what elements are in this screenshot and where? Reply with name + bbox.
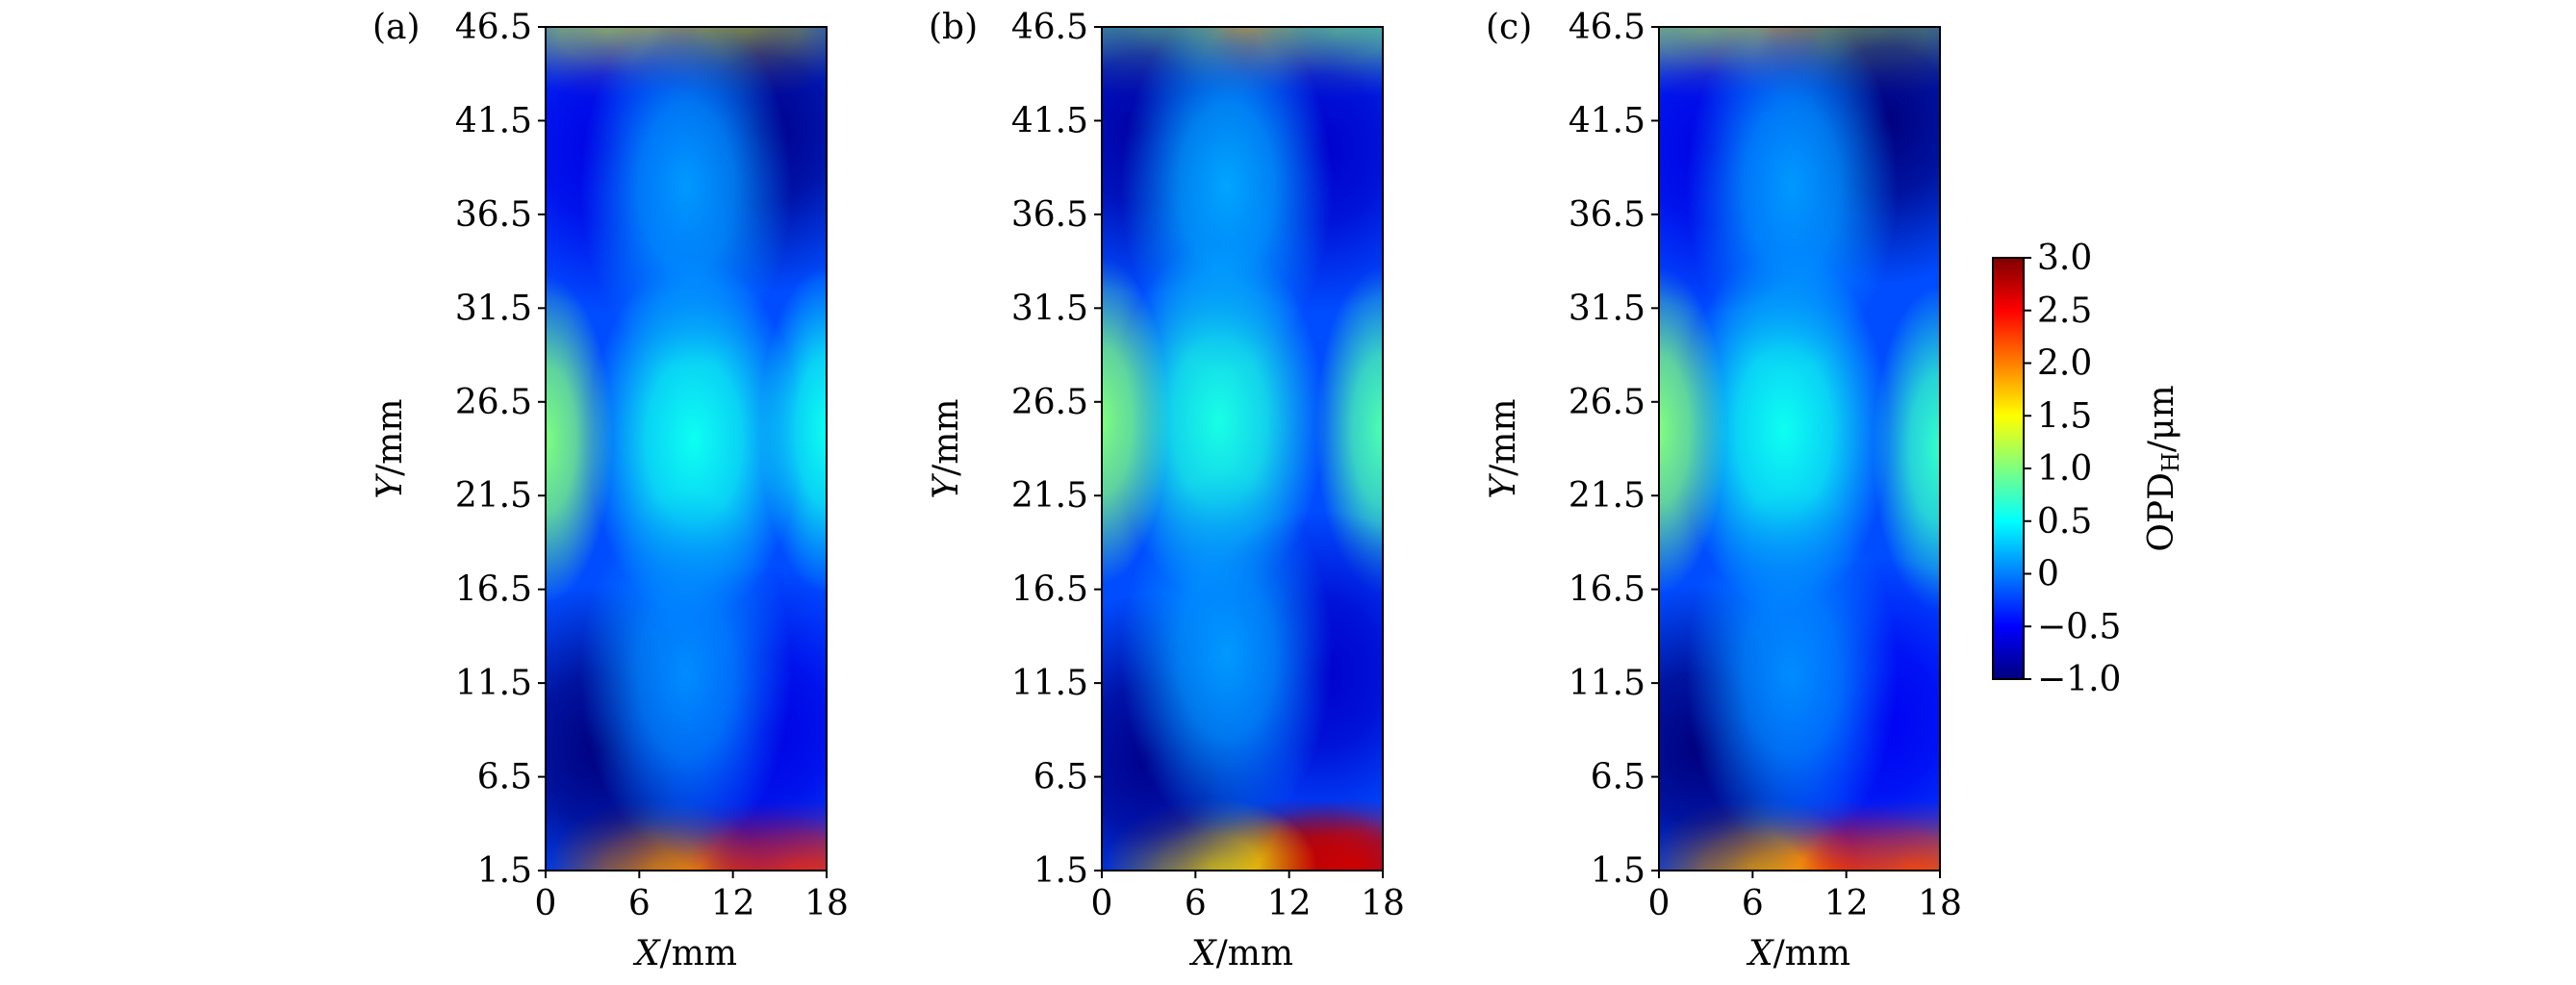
heatmap-feature (759, 266, 827, 594)
axes-frame (1658, 26, 1941, 871)
x-tick-label: 12 (1267, 884, 1312, 923)
heatmap-feature (1120, 27, 1333, 369)
heatmap-feature (1873, 285, 1940, 613)
y-tick-label: 41.5 (1569, 101, 1645, 140)
colorbar-tick-label: 1.0 (2037, 449, 2092, 489)
y-tick-label: 26.5 (1011, 383, 1088, 422)
heatmap-feature (580, 27, 792, 369)
colorbar: 3.0 2.5 2.0 1.5 1.0 0.5 0 −0.5 −1.0 OPDH/μm (1992, 239, 2184, 699)
colorbar-tick-label: 2.5 (2037, 291, 2092, 331)
y-tick-label: 41.5 (1011, 101, 1088, 140)
panel-label: (a) (372, 8, 421, 47)
y-tick-label: 11.5 (455, 664, 532, 703)
y-tick-label: 21.5 (455, 476, 532, 516)
heatmap-feature (1685, 491, 1898, 857)
panel-c: 1.5 6.5 11.5 16.5 21.5 26.5 31.5 36.5 41.5 46.5 0 6… (1484, 8, 1962, 973)
y-tick-label: 31.5 (1011, 289, 1088, 328)
colorbar-tick-label: 1.5 (2037, 396, 2092, 436)
x-axis-label: X/mm (632, 934, 737, 973)
x-tick-label: 0 (535, 884, 557, 923)
x-tick-label: 6 (1742, 884, 1764, 923)
y-tick-label: 6.5 (1591, 758, 1645, 797)
panels: 1.5 6.5 11.5 16.5 21.5 26.5 31.5 36.5 41.5 46.5 0 6… (370, 8, 1962, 973)
heatmap-feature (546, 275, 613, 603)
y-tick-label: 36.5 (1011, 195, 1088, 235)
x-tick-label: 18 (804, 884, 849, 923)
y-tick-label: 16.5 (1569, 570, 1645, 610)
y-tick-label: 41.5 (455, 101, 532, 140)
heatmap-field (1102, 27, 1383, 871)
y-axis-label: Y/mm (1484, 398, 1523, 498)
y-tick-label: 46.5 (1569, 8, 1645, 47)
heatmap-field (546, 27, 827, 871)
colorbar-tick-label: 2.0 (2037, 344, 2092, 384)
x-tick-label: 18 (1361, 884, 1405, 923)
heatmap-feature (1120, 471, 1333, 838)
heatmap-feature (580, 491, 792, 857)
y-tick-label: 6.5 (1033, 758, 1088, 797)
y-axis-label: Y/mm (370, 398, 410, 498)
colorbar-tick-label: 0.5 (2037, 502, 2092, 542)
colorbar-tick-label: −1.0 (2037, 660, 2121, 699)
y-tick-label: 11.5 (1569, 664, 1645, 703)
x-tick-label: 0 (1648, 884, 1671, 923)
x-tick-label: 6 (628, 884, 650, 923)
x-axis-label: X/mm (1746, 934, 1850, 973)
y-tick-label: 1.5 (1033, 851, 1088, 891)
y-tick-label: 36.5 (1569, 195, 1645, 235)
x-tick-label: 6 (1185, 884, 1207, 923)
colorbar-tick-label: 3.0 (2037, 239, 2092, 278)
y-tick-label: 21.5 (1011, 476, 1088, 516)
y-tick-label: 26.5 (1569, 383, 1645, 422)
colorbar-label: OPDH/μm (2142, 385, 2184, 551)
x-tick-label: 12 (1824, 884, 1869, 923)
heatmap-field (1659, 27, 1940, 871)
y-tick-label: 36.5 (455, 195, 532, 235)
x-tick-label: 12 (711, 884, 755, 923)
panel-label: (c) (1486, 8, 1532, 47)
y-tick-label: 16.5 (1011, 570, 1088, 610)
x-axis-label: X/mm (1188, 934, 1293, 973)
y-tick-label: 26.5 (455, 383, 532, 422)
y-tick-label: 46.5 (455, 8, 532, 47)
y-axis-label: Y/mm (927, 398, 966, 498)
y-tick-label: 31.5 (455, 289, 532, 328)
axes-frame (545, 26, 828, 871)
heatmap-feature (1102, 257, 1169, 585)
panel-a: 1.5 6.5 11.5 16.5 21.5 26.5 31.5 36.5 41.5 46.5 0 6… (370, 8, 849, 973)
panel-label: (b) (929, 8, 978, 47)
x-tick-label: 18 (1918, 884, 1962, 923)
y-tick-label: 16.5 (455, 570, 532, 610)
y-tick-label: 6.5 (477, 758, 532, 797)
y-tick-label: 1.5 (477, 851, 532, 891)
y-tick-label: 21.5 (1569, 476, 1645, 516)
axes-frame (1101, 26, 1384, 871)
panel-b: 1.5 6.5 11.5 16.5 21.5 26.5 31.5 36.5 41.5 46.5 0 6… (927, 8, 1405, 973)
y-tick-label: 46.5 (1011, 8, 1088, 47)
heatmap-feature (1659, 266, 1726, 594)
colorbar-gradient (1993, 258, 2024, 679)
colorbar-tick-label: 0 (2037, 555, 2059, 594)
heatmap-feature (1685, 27, 1898, 369)
x-tick-label: 0 (1091, 884, 1113, 923)
y-tick-label: 31.5 (1569, 289, 1645, 328)
y-tick-label: 11.5 (1011, 664, 1088, 703)
colorbar-tick-label: −0.5 (2037, 607, 2121, 646)
y-tick-label: 1.5 (1591, 851, 1645, 891)
